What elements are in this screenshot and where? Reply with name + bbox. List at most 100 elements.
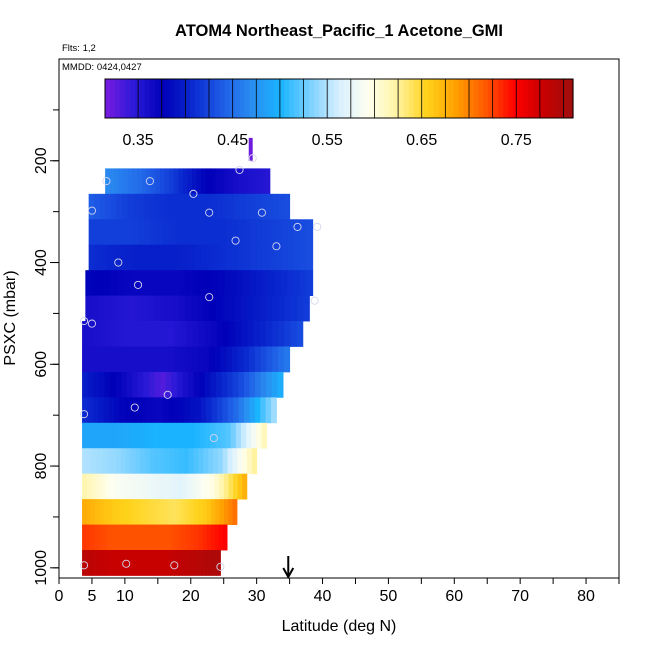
y-tick-label: 600 <box>33 351 50 378</box>
heatmap-cell <box>193 448 199 475</box>
heatmap-cell <box>222 397 229 424</box>
heatmap-cell <box>142 270 149 296</box>
heatmap-cell <box>100 321 108 347</box>
heatmap-cell <box>125 219 133 246</box>
heatmap-cell <box>127 168 134 195</box>
heatmap-cell <box>265 168 271 195</box>
heatmap-cell <box>300 270 307 296</box>
heatmap-cell <box>198 499 203 525</box>
heatmap-cell <box>178 473 184 500</box>
heatmap-cell <box>198 448 204 475</box>
heatmap-cell <box>256 422 262 449</box>
heatmap-cell <box>164 473 170 500</box>
heatmap-cell <box>141 295 149 322</box>
heatmap-cell <box>97 550 102 576</box>
heatmap-cell <box>116 270 124 296</box>
heatmap-top-column <box>248 137 253 161</box>
heatmap-cell <box>128 346 135 373</box>
heatmap-cell <box>181 550 187 576</box>
heatmap-cell <box>243 371 251 398</box>
sample-point <box>189 189 198 198</box>
heatmap-cell <box>162 346 170 373</box>
heatmap-cell <box>144 244 152 271</box>
heatmap-cell <box>88 321 95 347</box>
heatmap-cell <box>104 371 111 398</box>
heatmap-cell <box>247 295 254 322</box>
heatmap-cell <box>107 219 115 246</box>
heatmap-cell <box>290 321 298 347</box>
heatmap-cell <box>147 295 155 322</box>
heatmap-cell <box>123 270 131 296</box>
heatmap-cell <box>87 422 93 449</box>
y-tick-label: 800 <box>33 453 50 480</box>
heatmap-cell <box>216 371 223 398</box>
heatmap-cell <box>272 346 279 373</box>
heatmap-cell <box>139 346 146 373</box>
heatmap-cell <box>210 473 216 500</box>
colorbar-swatch <box>458 79 465 118</box>
heatmap-cell <box>93 550 98 576</box>
heatmap-cell <box>150 219 158 246</box>
heatmap-cell <box>123 473 129 500</box>
heatmap-cell <box>159 448 165 475</box>
heatmap-cell <box>211 397 218 424</box>
heatmap-cell <box>233 397 240 424</box>
heatmap-cell <box>116 295 124 322</box>
heatmap-cell <box>157 219 164 246</box>
heatmap-cell <box>98 397 105 424</box>
heatmap-cell <box>102 422 109 449</box>
heatmap-cell <box>94 193 101 220</box>
heatmap-cell <box>303 295 310 322</box>
heatmap-cell <box>196 473 202 500</box>
heatmap-cell <box>216 295 223 322</box>
heatmap-cell <box>217 448 224 475</box>
heatmap-cell <box>120 499 126 525</box>
heatmap-cell <box>244 219 251 246</box>
heatmap-cell <box>157 244 164 271</box>
heatmap-cell <box>97 422 104 449</box>
heatmap-cell <box>86 524 91 551</box>
heatmap-cell <box>118 473 124 500</box>
heatmap-cell <box>244 193 252 220</box>
heatmap-cell <box>271 371 278 398</box>
heatmap-cell <box>85 550 91 576</box>
heatmap-cell <box>254 397 261 424</box>
heatmap-cell <box>150 193 157 220</box>
heatmap-cell <box>186 270 194 296</box>
heatmap-cell <box>198 524 204 551</box>
heatmap-cell <box>231 219 239 246</box>
colorbar-swatch <box>388 79 395 118</box>
heatmap-cell <box>96 448 102 475</box>
heatmap-cell <box>132 219 139 246</box>
heatmap-cell <box>116 346 123 373</box>
axes: 0 5 10 20 30 40 50 60 70 80 200 400 600 800 1000 <box>33 109 620 605</box>
heatmap-cell <box>223 321 230 347</box>
heatmap-cell <box>178 550 183 576</box>
heatmap-cell <box>255 346 262 373</box>
heatmap-cell <box>193 499 199 525</box>
heatmap-cell <box>161 321 169 347</box>
colorbar-swatch <box>299 79 305 118</box>
heatmap-cell <box>138 193 145 220</box>
heatmap-cell <box>237 473 243 500</box>
colorbar-swatch <box>219 79 226 118</box>
heatmap-cell <box>233 193 240 220</box>
heatmap-cell <box>173 270 181 296</box>
heatmap-cell <box>165 371 172 398</box>
heatmap-cell <box>287 244 295 271</box>
colorbar-swatch <box>119 79 126 118</box>
sample-point <box>102 177 111 186</box>
heatmap-cell <box>259 295 267 322</box>
colorbar-swatch <box>413 79 420 118</box>
colorbar-swatch <box>169 79 176 118</box>
sample-point <box>209 434 218 443</box>
heatmap-cell <box>122 524 127 551</box>
heatmap-cell <box>272 193 279 220</box>
heatmap-cell <box>119 244 127 271</box>
heatmap-cell <box>271 397 277 424</box>
heatmap <box>82 137 314 576</box>
x-tick-label: 60 <box>445 588 463 605</box>
heatmap-cell <box>99 346 106 373</box>
heatmap-cell <box>199 422 206 449</box>
heatmap-cell <box>244 397 250 424</box>
